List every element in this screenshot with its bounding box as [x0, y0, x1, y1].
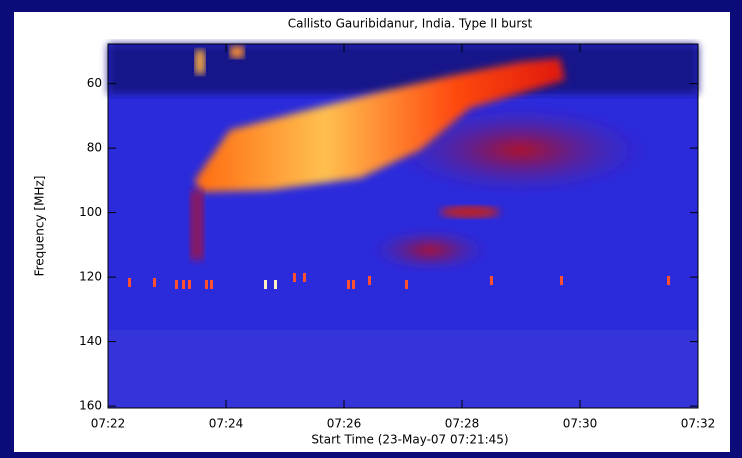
- chart-title: Callisto Gauribidanur, India. Type II bu…: [288, 17, 533, 31]
- y-tick-label: 100: [79, 205, 102, 219]
- x-tick-label: 07:28: [445, 417, 480, 431]
- y-axis-label: Frequency [MHz]: [33, 176, 47, 277]
- x-axis-label: Start Time (23-May-07 07:21:45): [311, 433, 508, 447]
- spectrogram-image: [108, 44, 698, 408]
- x-tick-label: 07:22: [91, 417, 126, 431]
- x-tick-label: 07:26: [327, 417, 362, 431]
- plot-frame: [107, 43, 699, 409]
- x-tick-label: 07:32: [681, 417, 716, 431]
- y-tick-label: 60: [87, 76, 102, 90]
- y-tick-label: 80: [87, 141, 102, 155]
- y-tick-label: 160: [79, 399, 102, 413]
- y-tick-label: 140: [79, 334, 102, 348]
- x-tick-label: 07:30: [563, 417, 598, 431]
- x-tick-label: 07:24: [209, 417, 244, 431]
- y-tick-label: 120: [79, 270, 102, 284]
